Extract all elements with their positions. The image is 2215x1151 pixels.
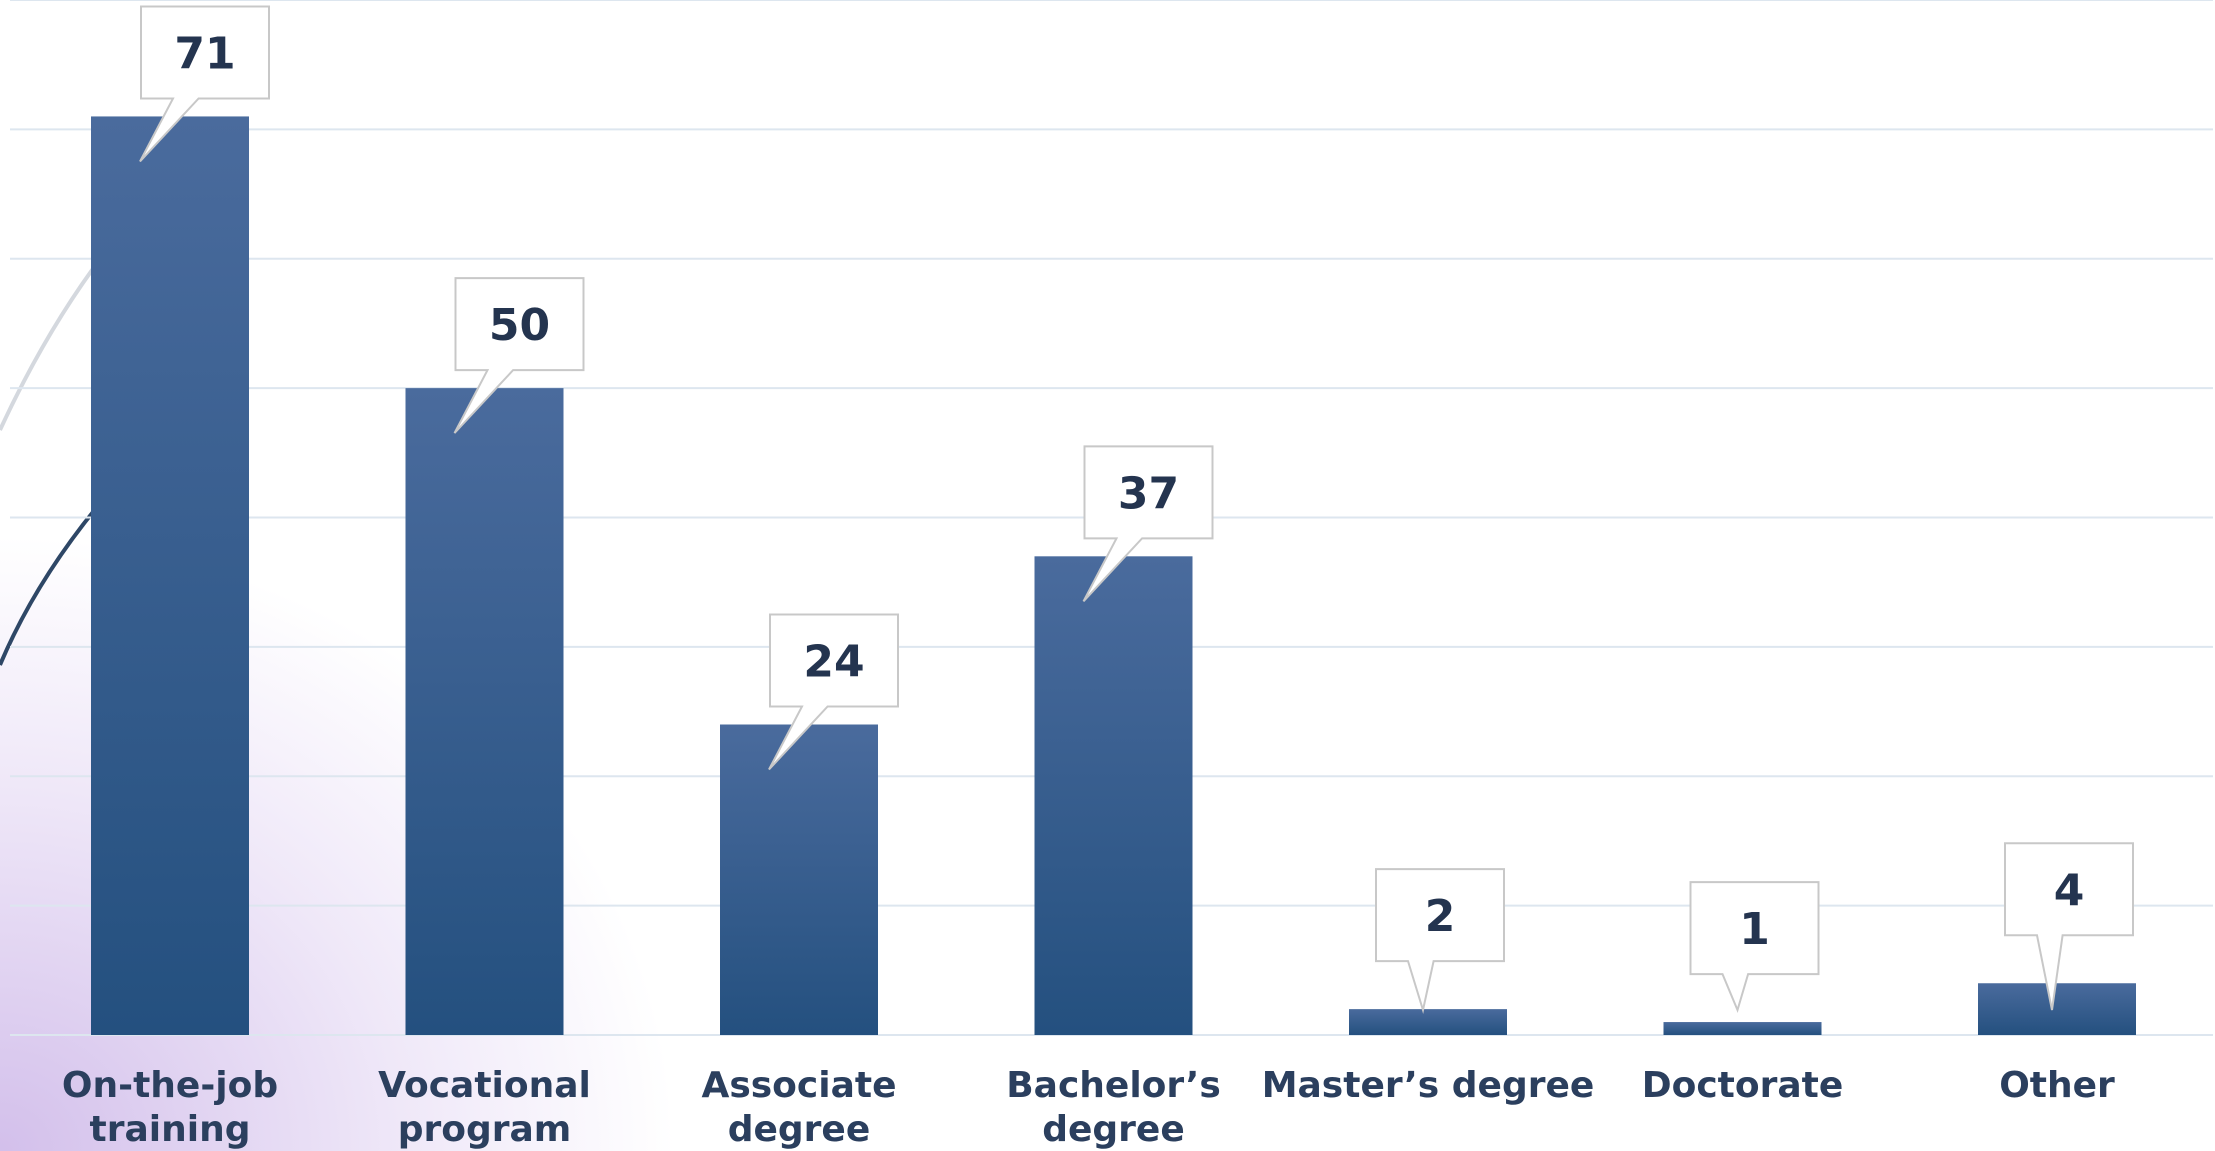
bar	[1663, 1022, 1822, 1035]
bar	[1978, 983, 2136, 1035]
data-labels: 71 50 24 37 2 1 4	[139, 5, 2134, 1014]
bar	[405, 388, 564, 1035]
callout-box	[1689, 881, 1820, 1013]
data-label: 50	[489, 300, 550, 351]
bar	[1034, 556, 1193, 1035]
data-label: 71	[174, 28, 235, 79]
category-label-line: training	[90, 1109, 251, 1150]
category-label-line: degree	[1042, 1109, 1185, 1150]
data-label-callout: 2	[1375, 868, 1505, 1014]
bar	[1349, 1009, 1507, 1035]
data-label-callout: 71	[139, 5, 270, 163]
callout-box	[1082, 445, 1214, 602]
data-label-callout: 1	[1689, 881, 1820, 1013]
category-label-line: degree	[728, 1109, 871, 1150]
category-label-line: Associate	[701, 1065, 896, 1106]
data-label-callout: 4	[2004, 842, 2134, 1011]
category-axis: On-the-job training Vocational program Assoc…	[62, 1065, 2115, 1150]
category-label: Associate degree	[701, 1065, 896, 1150]
category-label: Vocational program	[378, 1065, 591, 1150]
callout-box	[1375, 868, 1505, 1014]
data-label-callout: 37	[1082, 445, 1214, 602]
data-label: 24	[803, 637, 864, 688]
category-label-line: On-the-job	[62, 1065, 278, 1106]
bar	[720, 724, 878, 1035]
callout-box	[453, 277, 585, 434]
bar	[91, 116, 249, 1035]
bars	[91, 116, 2136, 1035]
category-label-line: Doctorate	[1642, 1065, 1844, 1106]
category-label: Other	[1999, 1065, 2115, 1106]
category-label: Doctorate	[1642, 1065, 1844, 1106]
data-label: 37	[1118, 468, 1179, 519]
category-label-line: Bachelor’s	[1006, 1065, 1221, 1106]
data-label-callout: 50	[453, 277, 585, 434]
data-label: 4	[2054, 865, 2085, 916]
category-label-line: Vocational	[378, 1065, 591, 1106]
data-label: 1	[1739, 904, 1770, 955]
callout-box	[2004, 842, 2134, 1011]
data-label: 2	[1425, 891, 1456, 942]
data-label-callout: 24	[768, 613, 899, 771]
category-label-line: Master’s degree	[1262, 1065, 1595, 1106]
category-label: Bachelor’s degree	[1006, 1065, 1221, 1150]
callout-box	[139, 5, 270, 163]
category-label-line: program	[398, 1109, 572, 1150]
category-label: Master’s degree	[1262, 1065, 1595, 1106]
callout-box	[768, 613, 899, 771]
category-label-line: Other	[1999, 1065, 2115, 1106]
category-label: On-the-job training	[62, 1065, 278, 1150]
